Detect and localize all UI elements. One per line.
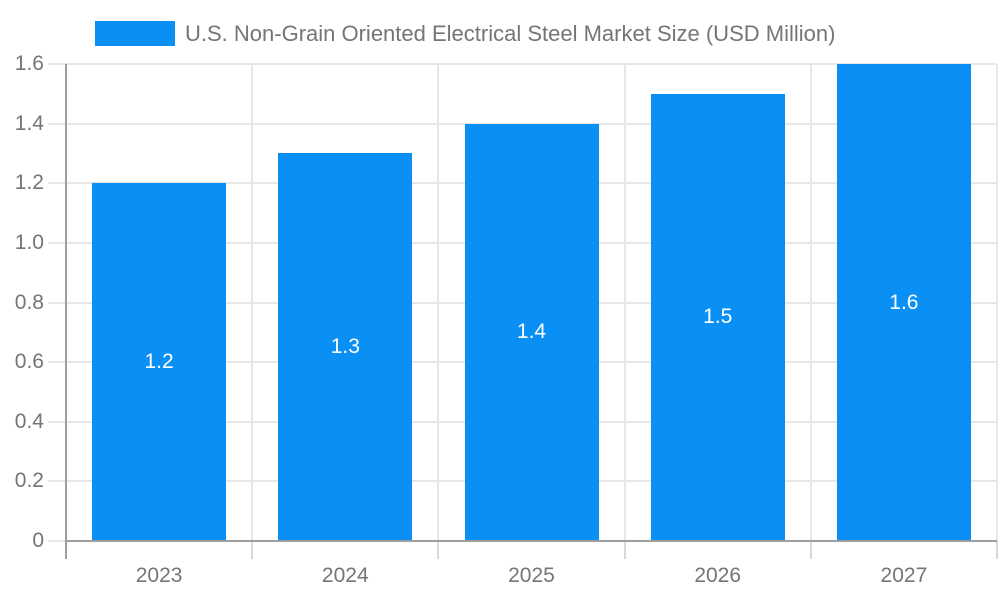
x-axis-tick (437, 541, 440, 559)
y-axis-tick (48, 301, 66, 304)
y-axis-tick-label: 1.6 (14, 52, 44, 75)
x-axis-line (66, 540, 997, 542)
x-axis-tick (996, 541, 998, 559)
category-gridline (437, 64, 440, 541)
bar-value-label: 1.3 (330, 335, 360, 359)
x-axis-tick (809, 541, 812, 559)
category-gridline (251, 64, 254, 541)
x-axis-tick (623, 541, 626, 559)
y-axis-tick (48, 182, 66, 185)
y-axis-tick-label: 1.4 (14, 111, 44, 135)
bar-2024[interactable]: 1.3 (278, 153, 413, 541)
category-gridline (996, 64, 998, 541)
y-axis-tick-label: 0.4 (14, 409, 44, 433)
y-axis-tick (48, 361, 66, 364)
x-axis-category-label: 2027 (880, 564, 928, 587)
bar-2026[interactable]: 1.5 (650, 93, 785, 541)
bar-2027[interactable]: 1.6 (836, 64, 971, 541)
bar-2025[interactable]: 1.4 (464, 123, 599, 541)
y-axis-tick (48, 540, 66, 542)
x-axis-tick (251, 541, 254, 559)
y-axis-tick-label: 1.0 (14, 230, 44, 254)
bar-2023[interactable]: 1.2 (92, 183, 227, 541)
y-axis-tick (48, 420, 66, 423)
category-gridline (623, 64, 626, 541)
y-axis-tick-label: 0.2 (14, 469, 44, 493)
bar-value-label: 1.6 (889, 290, 919, 314)
y-axis-tick (48, 241, 66, 244)
bar-value-label: 1.4 (516, 320, 547, 344)
x-axis-category-label: 2025 (508, 564, 555, 587)
x-axis-category-label: 2026 (694, 564, 742, 587)
chart-legend[interactable]: U.S. Non-Grain Oriented Electrical Steel… (95, 21, 835, 46)
y-axis-tick (48, 122, 66, 125)
x-axis-category-label: 2023 (135, 564, 183, 587)
y-axis-tick-label: 0.6 (14, 350, 44, 374)
y-axis-tick (48, 63, 66, 65)
x-axis-category-label: 2024 (321, 564, 369, 587)
category-gridline (809, 64, 812, 541)
legend-color-swatch (95, 21, 175, 46)
y-axis-line (65, 64, 67, 559)
y-axis-tick-label: 1.2 (14, 171, 44, 195)
y-axis-tick (48, 480, 66, 483)
legend-series-label: U.S. Non-Grain Oriented Electrical Steel… (185, 21, 836, 46)
y-axis-tick-label: 0.8 (14, 290, 44, 314)
y-gridline (66, 63, 997, 65)
y-axis-tick-label: 0 (32, 529, 44, 552)
bar-value-label: 1.2 (144, 350, 174, 374)
bar-value-label: 1.5 (703, 305, 733, 329)
